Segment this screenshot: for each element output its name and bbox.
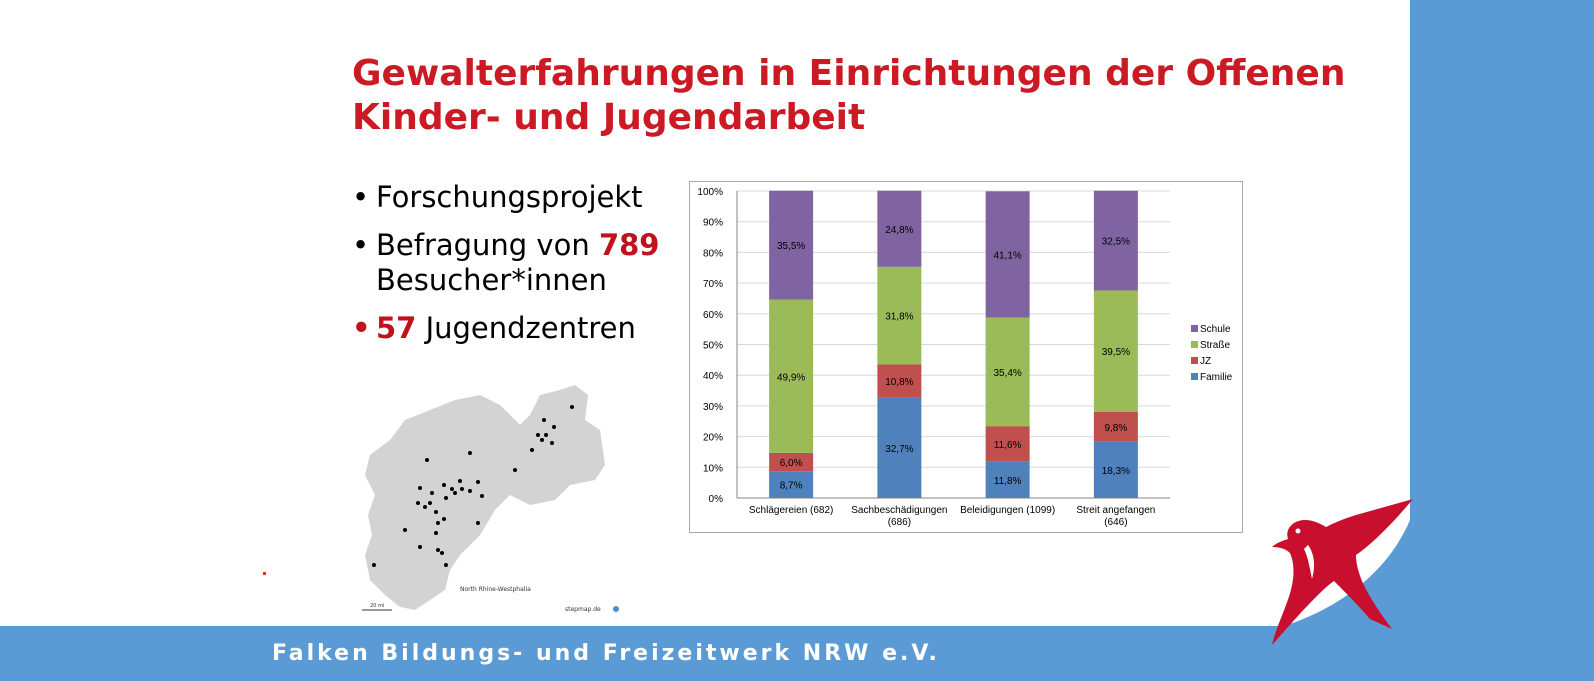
title-line-2: Kinder- und Jugendarbeit bbox=[352, 97, 866, 138]
footer-band bbox=[0, 626, 1594, 681]
y-tick-label: 30% bbox=[703, 402, 723, 413]
legend-swatch bbox=[1191, 325, 1198, 332]
bar-segment bbox=[769, 190, 814, 300]
data-label: 35,5% bbox=[777, 241, 805, 252]
y-tick-label: 80% bbox=[703, 248, 723, 259]
legend-label: Straße bbox=[1200, 340, 1230, 351]
data-label: 49,9% bbox=[777, 372, 805, 383]
bullet-item: • Forschungsprojekt bbox=[352, 180, 672, 215]
bar-segment bbox=[985, 426, 1030, 462]
bar-segment bbox=[985, 461, 1030, 498]
bullet-dot-icon: • bbox=[352, 180, 370, 214]
data-label: 35,4% bbox=[993, 368, 1021, 379]
bar-segment bbox=[1093, 411, 1138, 442]
x-tick-label: (686) bbox=[888, 517, 911, 528]
bar-segment bbox=[1093, 441, 1138, 498]
bar-segment bbox=[1093, 290, 1138, 412]
legend-swatch bbox=[1191, 357, 1198, 364]
bar-segment bbox=[985, 191, 1030, 318]
map-credit: stepmap.de bbox=[565, 606, 601, 613]
stacked-bar-chart: 0% 10% 20% 30% 40% 50% 60% 70% 80% 90% 100% 8,7% 6,0… bbox=[689, 181, 1243, 533]
footer-text: Falken Bildungs- und Freizeitwerk NRW e.… bbox=[272, 641, 940, 666]
bar-segment bbox=[985, 317, 1030, 427]
y-tick-label: 40% bbox=[703, 371, 723, 382]
bar-segment bbox=[877, 266, 922, 365]
x-tick-label: Schlägereien (682) bbox=[749, 505, 834, 516]
data-label: 11,8% bbox=[994, 476, 1022, 487]
legend-swatch bbox=[1191, 341, 1198, 348]
x-tick-label: Streit angefangen bbox=[1076, 505, 1155, 516]
y-tick-label: 60% bbox=[703, 310, 723, 321]
bullet-item: • 57 Jugendzentren bbox=[352, 311, 672, 346]
bullet-pre: Befragung von bbox=[376, 228, 599, 262]
bullet-highlight: 57 bbox=[376, 311, 417, 345]
x-tick-label: (646) bbox=[1104, 517, 1127, 528]
bar-segment bbox=[769, 471, 814, 498]
legend-swatch bbox=[1191, 373, 1198, 380]
bullet-text: Befragung von 789 Besucher*innen bbox=[376, 228, 659, 298]
title-line-1: Gewalterfahrungen in Einrichtungen der O… bbox=[352, 53, 1346, 94]
data-label: 41,1% bbox=[993, 250, 1021, 261]
legend-label: Familie bbox=[1200, 372, 1233, 383]
data-label: 31,8% bbox=[885, 312, 913, 323]
corner-curve bbox=[1270, 520, 1430, 630]
y-tick-label: 90% bbox=[703, 218, 723, 229]
chart-svg: 0% 10% 20% 30% 40% 50% 60% 70% 80% 90% 100% 8,7% 6,0… bbox=[697, 187, 1233, 528]
legend-label: JZ bbox=[1200, 356, 1211, 367]
bar-segment bbox=[877, 190, 922, 267]
map-region-label: North Rhine-Westphalia bbox=[460, 586, 531, 593]
x-tick-label: Beleidigungen (1099) bbox=[960, 505, 1055, 516]
bullet-dot-icon: • bbox=[352, 228, 370, 262]
data-label: 24,8% bbox=[885, 225, 913, 236]
x-tick-label: Sachbeschädigungen bbox=[851, 505, 947, 516]
data-label: 8,7% bbox=[780, 481, 803, 492]
bar-segment bbox=[769, 452, 814, 472]
y-tick-label: 0% bbox=[709, 494, 724, 505]
y-tick-label: 70% bbox=[703, 279, 723, 290]
data-label: 9,8% bbox=[1104, 423, 1127, 434]
map-scale-label: 20 mi bbox=[370, 603, 384, 609]
data-label: 18,3% bbox=[1102, 466, 1130, 477]
data-label: 39,5% bbox=[1102, 347, 1130, 358]
bullet-post: Besucher*innen bbox=[376, 263, 607, 297]
data-label: 10,8% bbox=[885, 377, 913, 388]
bullet-text: 57 Jugendzentren bbox=[376, 311, 636, 346]
nrw-map: North Rhine-Westphalia 20 mi stepmap.de bbox=[362, 385, 619, 613]
map-dots bbox=[372, 405, 574, 567]
slide-title: Gewalterfahrungen in Einrichtungen der O… bbox=[352, 52, 1352, 140]
y-tick-label: 20% bbox=[703, 433, 723, 444]
bullet-dot-icon: • bbox=[352, 311, 371, 345]
red-mark bbox=[263, 572, 266, 575]
bullet-list: • Forschungsprojekt • Befragung von 789 B… bbox=[352, 180, 672, 359]
bar-segment bbox=[769, 299, 814, 453]
bar-segment bbox=[1093, 190, 1138, 291]
y-tick-label: 10% bbox=[703, 463, 723, 474]
bullet-item: • Befragung von 789 Besucher*innen bbox=[352, 228, 672, 298]
right-blue-band bbox=[1410, 0, 1594, 681]
bar-segment bbox=[877, 397, 922, 498]
y-tick-label: 50% bbox=[703, 341, 723, 352]
data-label: 32,7% bbox=[885, 444, 913, 455]
globe-icon bbox=[613, 606, 619, 612]
legend-label: Schule bbox=[1200, 324, 1231, 335]
data-label: 6,0% bbox=[780, 458, 803, 469]
nrw-region-shape bbox=[365, 385, 605, 610]
data-label: 11,6% bbox=[994, 440, 1022, 451]
bullet-post: Jugendzentren bbox=[416, 311, 636, 345]
bullet-text: Forschungsprojekt bbox=[376, 180, 643, 214]
y-tick-label: 100% bbox=[697, 187, 723, 198]
bullet-highlight: 789 bbox=[598, 228, 660, 262]
data-label: 32,5% bbox=[1102, 237, 1130, 248]
falcon-logo-icon bbox=[1272, 499, 1413, 645]
bar-segment bbox=[877, 364, 922, 398]
